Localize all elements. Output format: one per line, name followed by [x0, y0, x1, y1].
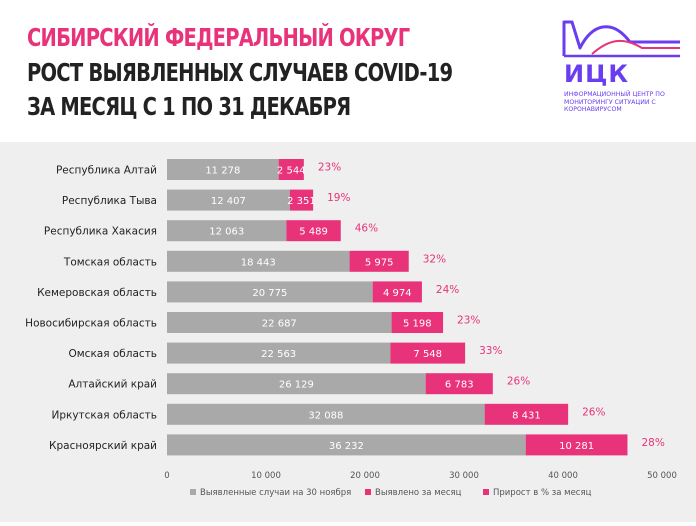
percent-label: 33% [479, 345, 502, 357]
category-label: Омская область [68, 348, 157, 360]
logo-abbreviation: ИЦК [564, 60, 629, 88]
base-bar [167, 250, 350, 272]
title-period: ЗА МЕСЯЦ С 1 ПО 31 ДЕКАБРЯ [27, 92, 351, 121]
x-tick-label: 20 000 [350, 471, 380, 481]
base-value-label: 11 278 [205, 166, 240, 177]
legend-label: Выявлено за месяц [375, 488, 462, 498]
chart-area: Республика Алтай Республика Тыва Республик… [0, 142, 696, 522]
base-bar [167, 220, 287, 242]
base-value-label: 22 563 [261, 349, 296, 360]
category-label: Томская область [63, 256, 157, 268]
category-label: Новосибирская область [25, 318, 157, 330]
growth-bar [286, 220, 341, 242]
growth-bar [289, 189, 314, 211]
base-value-label: 22 687 [262, 319, 297, 330]
percent-label: 32% [423, 253, 446, 265]
base-value-label: 18 443 [241, 257, 276, 268]
base-bar [167, 434, 526, 456]
title-region: СИБИРСКИЙ ФЕДЕРАЛЬНЫЙ ОКРУГ [27, 23, 410, 52]
base-bar [167, 342, 391, 364]
legend-swatch [190, 489, 196, 495]
growth-value-label: 10 281 [559, 441, 594, 452]
growth-bar [391, 312, 444, 333]
header: СИБИРСКИЙ ФЕДЕРАЛЬНЫЙ ОКРУГ РОСТ ВЫЯВЛЕН… [0, 0, 696, 142]
growth-bar [390, 342, 466, 364]
growth-bar [278, 159, 304, 180]
percent-label: 19% [327, 192, 350, 204]
logo: ИЦК Информационный центр по мониторингу … [562, 14, 682, 124]
logo-wave-icon [562, 20, 680, 58]
base-value-label: 12 063 [209, 227, 244, 238]
base-bar [167, 189, 290, 211]
growth-value-label: 2 351 [287, 196, 316, 207]
growth-bar [484, 403, 569, 425]
category-label: Иркутская область [51, 409, 157, 421]
x-tick-label: 10 000 [251, 471, 281, 481]
base-value-label: 26 129 [279, 380, 314, 391]
growth-bar [372, 281, 422, 303]
category-label: Республика Тыва [62, 195, 157, 207]
percent-label: 28% [641, 437, 664, 449]
growth-bar [525, 434, 628, 456]
title-main: РОСТ ВЫЯВЛЕННЫХ СЛУЧАЕВ COVID-19 [27, 58, 453, 87]
category-label: Красноярский край [49, 440, 157, 452]
growth-bar [349, 250, 409, 272]
percent-label: 46% [355, 223, 378, 235]
growth-value-label: 4 974 [383, 288, 412, 299]
legend-swatch [365, 489, 371, 495]
growth-value-label: 5 975 [365, 257, 394, 268]
x-tick-label: 30 000 [449, 471, 479, 481]
growth-value-label: 8 431 [512, 410, 541, 421]
percent-label: 23% [457, 315, 480, 327]
percent-label: 23% [318, 162, 341, 174]
legend-label: Выявленные случаи на 30 ноября [200, 488, 351, 498]
growth-value-label: 2 544 [277, 166, 306, 177]
category-label: Республика Алтай [56, 165, 157, 177]
growth-bar [425, 373, 493, 395]
x-tick-label: 0 [164, 471, 169, 481]
growth-value-label: 5 489 [299, 227, 328, 238]
legend-label: Прирост в % за месяц [493, 488, 592, 498]
x-tick-label: 50 000 [647, 471, 677, 481]
base-bar [167, 373, 426, 395]
percent-label: 26% [582, 406, 605, 418]
percent-label: 24% [436, 284, 459, 296]
growth-value-label: 5 198 [403, 319, 432, 330]
category-label: Алтайский край [68, 379, 157, 391]
category-label: Республика Хакасия [44, 226, 157, 238]
base-bar [167, 403, 485, 425]
base-value-label: 36 232 [329, 441, 364, 452]
base-value-label: 12 407 [211, 196, 246, 207]
base-value-label: 32 088 [308, 410, 343, 421]
base-bar [167, 312, 392, 333]
growth-value-label: 7 548 [413, 349, 442, 360]
bar-chart: Республика Алтай Республика Тыва Республик… [25, 159, 677, 498]
base-bar [167, 281, 373, 303]
x-tick-label: 40 000 [548, 471, 578, 481]
percent-label: 26% [507, 376, 530, 388]
category-label: Кемеровская область [37, 287, 157, 299]
growth-value-label: 6 783 [445, 380, 474, 391]
logo-caption: Информационный центр по мониторингу ситу… [564, 91, 665, 113]
base-bar [167, 159, 279, 180]
base-value-label: 20 775 [252, 288, 287, 299]
legend-swatch [483, 489, 489, 495]
